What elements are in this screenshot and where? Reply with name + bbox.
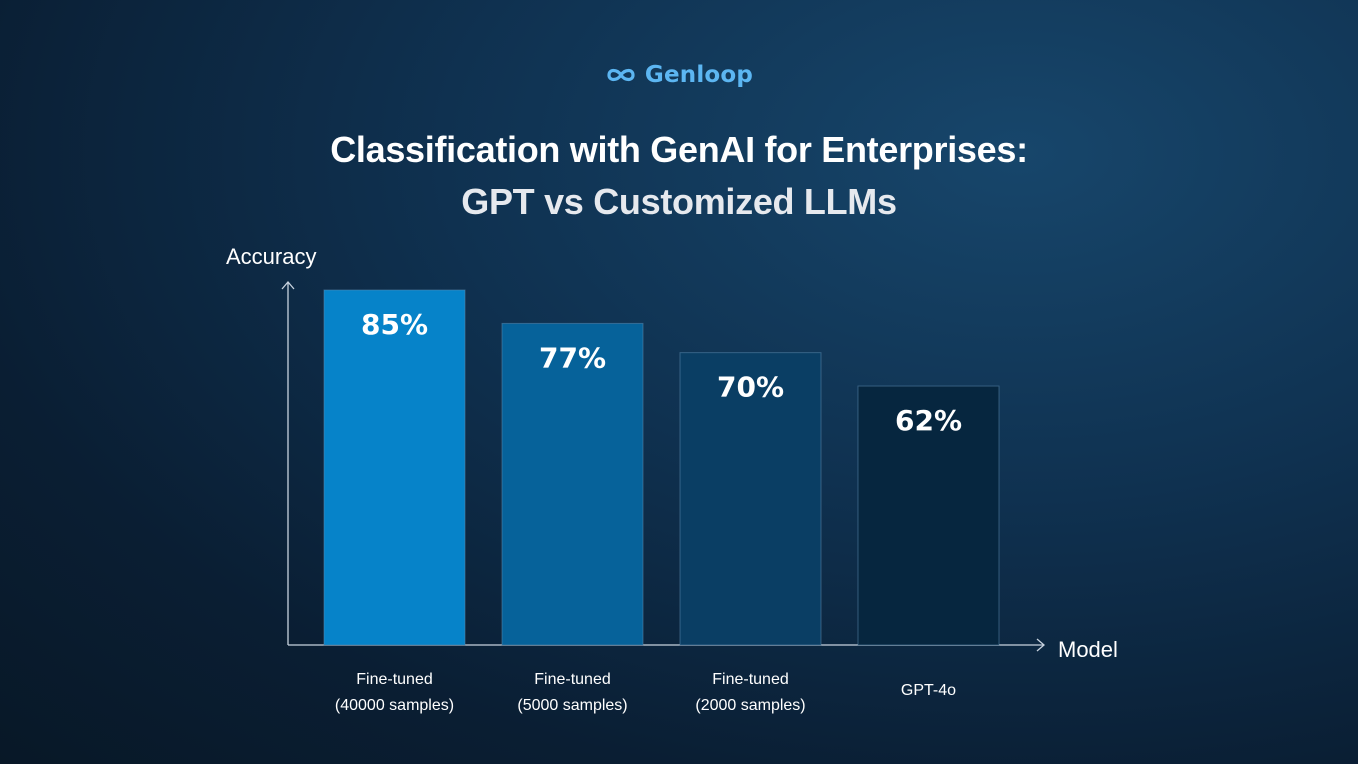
bar-value-label: 70%	[717, 371, 784, 404]
x-axis-title: Model	[1058, 637, 1118, 662]
chart-title: Classification with GenAI for Enterprise…	[330, 129, 1028, 170]
infinity-loop-icon	[607, 68, 635, 82]
x-tick-label: Fine-tuned	[712, 671, 789, 688]
brand-name: Genloop	[644, 62, 754, 88]
bar	[501, 322, 644, 646]
chart-labels: Accuracy Model 85% Fine-tuned (40000 samples…	[226, 244, 1118, 714]
x-tick-label: Fine-tuned	[534, 671, 611, 688]
bar	[857, 385, 1000, 646]
bar-value-label: 62%	[895, 404, 962, 437]
y-axis-arrow-icon	[281, 281, 295, 290]
bar-value-label: 77%	[539, 341, 606, 374]
chart-subtitle: GPT vs Customized LLMs	[461, 181, 897, 222]
x-tick-label: (2000 samples)	[695, 697, 805, 714]
chart-bars	[323, 289, 1000, 646]
chart-title-block: Classification with GenAI for Enterprise…	[0, 124, 1358, 228]
x-tick-label: (40000 samples)	[335, 697, 454, 714]
bar-value-label: 85%	[361, 308, 428, 341]
x-tick-label: Fine-tuned	[356, 671, 433, 688]
x-tick-label: (5000 samples)	[517, 697, 627, 714]
brand-logo: Genloop	[0, 62, 1358, 88]
x-axis-arrow-icon	[1036, 638, 1045, 652]
x-tick-label: GPT-4o	[901, 682, 956, 699]
y-axis-title: Accuracy	[226, 244, 316, 269]
bar	[323, 289, 466, 646]
bar	[679, 352, 822, 646]
